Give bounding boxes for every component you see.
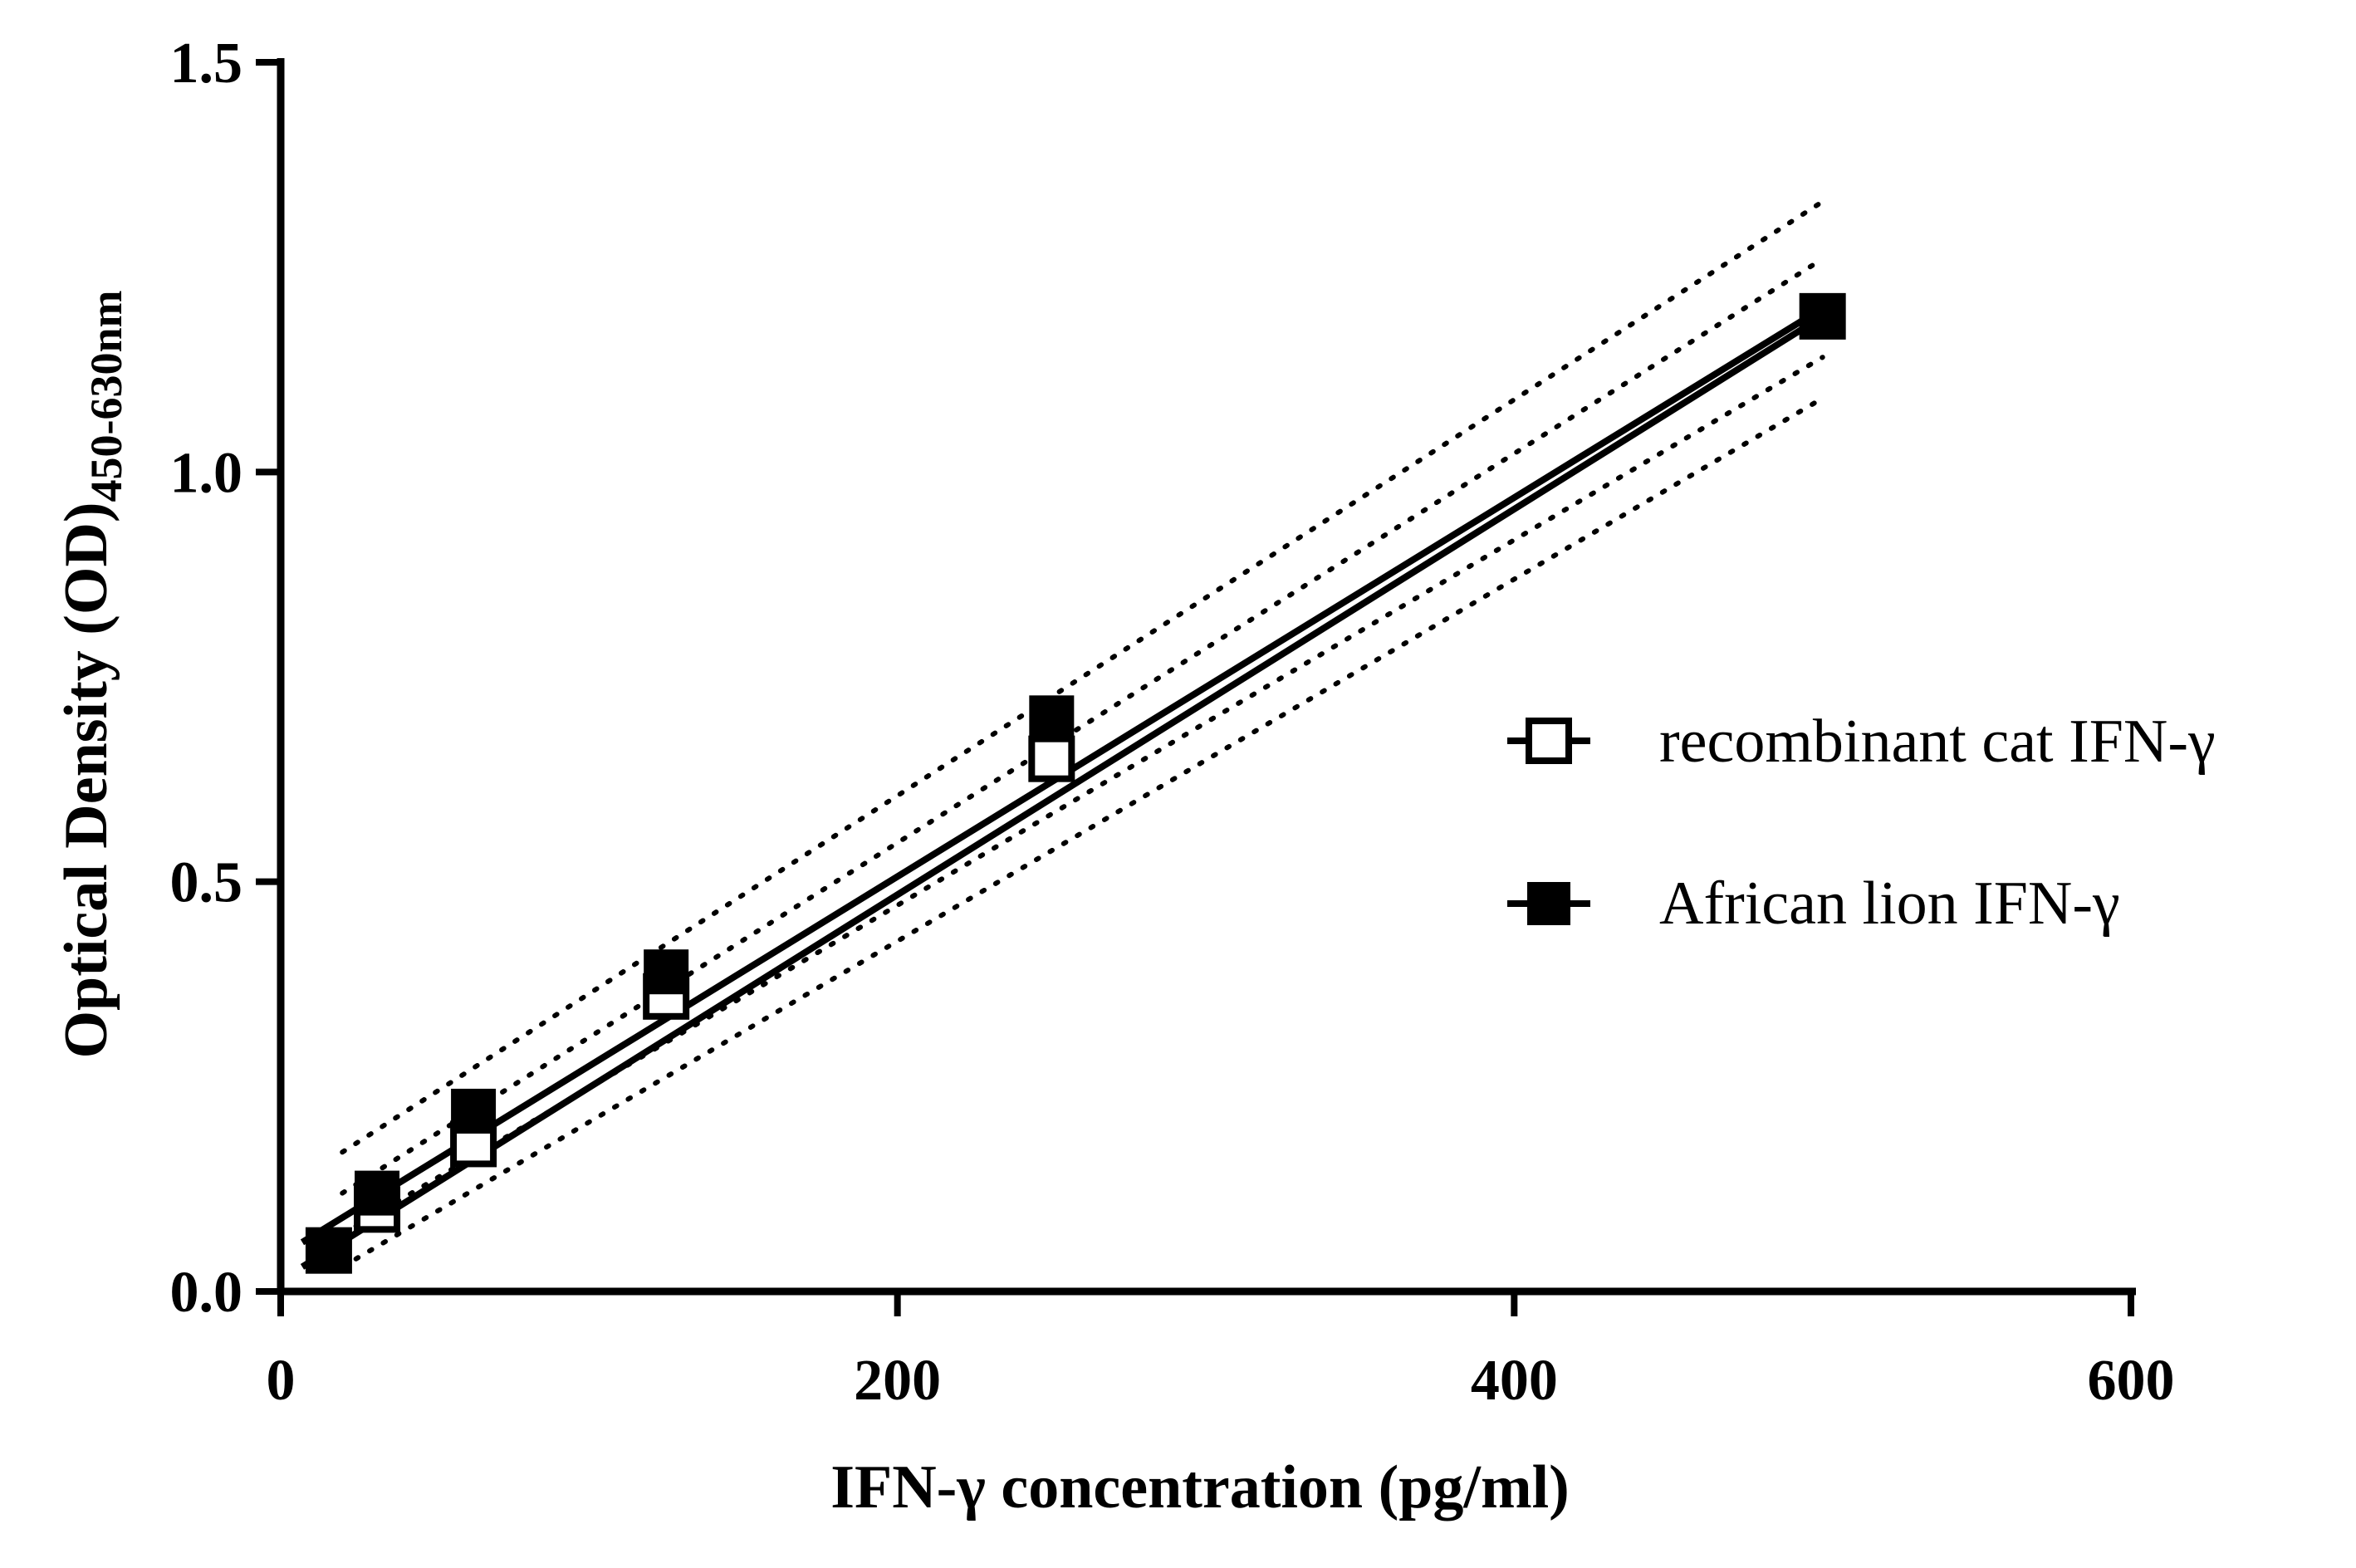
- y-tick-label: 0.0: [170, 1261, 243, 1325]
- x-tick-label: 600: [2088, 1349, 2175, 1413]
- legend-marker-open-square: [1526, 718, 1572, 764]
- fit-lines: [300, 305, 1825, 1270]
- point-filled-square: [1800, 293, 1845, 339]
- point-filled-square: [644, 949, 689, 995]
- y-axis-ticks: 0.0 0.5 1.0 1.5: [170, 32, 281, 1325]
- fit-line: [300, 313, 1825, 1270]
- point-filled-square: [355, 1170, 400, 1216]
- confidence-band-line: [340, 256, 1825, 1196]
- confidence-band-line: [340, 198, 1825, 1155]
- x-tick-label: 400: [1471, 1349, 1558, 1413]
- x-axis-title: IFN-γ concentration (pg/ml): [830, 1453, 1570, 1521]
- legend-label-cat: recombinant cat IFN-γ: [1659, 708, 2216, 776]
- legend-marker-filled-square: [1527, 882, 1570, 925]
- x-axis-ticks: 0 200 400 600: [267, 1291, 2175, 1413]
- x-tick-label: 0: [267, 1349, 296, 1413]
- y-tick-label: 1.5: [170, 32, 243, 96]
- point-filled-square: [306, 1227, 351, 1273]
- point-open-square: [1028, 735, 1075, 782]
- y-axis-title-main: Optical Density (OD): [52, 502, 120, 1058]
- legend: recombinant cat IFN-γ African lion IFN-γ: [1507, 708, 2216, 938]
- data-points: [305, 292, 1846, 1274]
- point-filled-square: [451, 1088, 497, 1134]
- confidence-bands: [340, 198, 1825, 1270]
- x-tick-label: 200: [854, 1349, 941, 1413]
- confidence-band-line: [340, 395, 1825, 1270]
- y-axis-title: Optical Density (OD)450-630nm: [52, 290, 131, 1058]
- y-tick-label: 1.0: [170, 441, 243, 505]
- y-axis-title-subscript: 450-630nm: [81, 290, 131, 502]
- legend-label-lion: African lion IFN-γ: [1659, 870, 2120, 938]
- y-tick-label: 0.5: [170, 851, 243, 915]
- point-filled-square: [1029, 695, 1075, 741]
